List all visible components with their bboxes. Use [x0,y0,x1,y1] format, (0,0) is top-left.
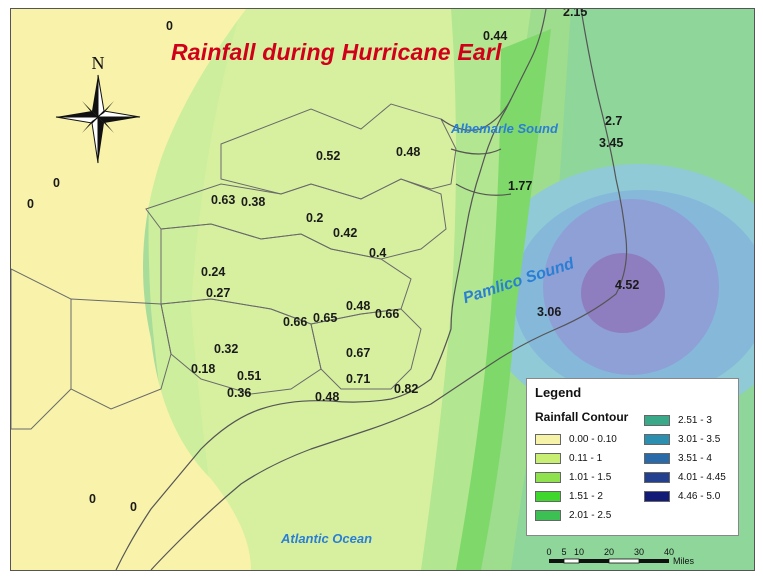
legend-swatch [535,471,561,483]
water-label-atlantic-ocean: Atlantic Ocean [281,531,373,546]
legend-label: 2.01 - 2.5 [569,509,612,521]
scale-tick-label: 0 [546,547,552,557]
legend-label: 1.01 - 1.5 [569,471,612,483]
rainfall-value: 0.48 [396,145,421,159]
scale-tick-label: 10 [573,547,585,557]
legend-label: 3.51 - 4 [678,452,712,464]
legend-item: 3.51 - 4 [644,451,712,465]
rainfall-value: 0 [53,176,60,190]
rainfall-value: 4.52 [615,278,640,292]
scale-tick-label: 40 [663,547,675,557]
legend-label: 2.51 - 3 [678,414,712,426]
legend-title: Legend [535,385,582,400]
rainfall-value: 0.63 [211,193,236,207]
rainfall-value: 0.42 [333,226,358,240]
rainfall-value: 0.18 [191,362,216,376]
rainfall-value: 0.67 [346,346,371,360]
rainfall-value: 0.44 [483,29,508,43]
rainfall-value: 3.06 [537,305,562,319]
rainfall-value: 0 [89,492,96,506]
scale-tick-label: 20 [603,547,615,557]
compass-rose-icon [55,74,141,164]
rainfall-value: 0.48 [346,299,371,313]
rainfall-value: 0.52 [316,149,341,163]
legend-label: 4.46 - 5.0 [678,490,721,502]
map-title: Rainfall during Hurricane Earl [171,39,502,65]
legend-item: 0.00 - 0.10 [535,432,617,446]
rainfall-value: 3.45 [599,136,624,150]
legend-label: 4.01 - 4.45 [678,471,726,483]
legend-item: 4.46 - 5.0 [644,489,720,503]
legend-label: 0.11 - 1 [569,452,603,464]
legend-swatch [535,433,561,445]
legend-panel: Legend Rainfall Contour 0.00 - 0.10 0.11… [526,378,739,536]
legend-swatch [644,452,670,464]
legend-swatch [535,490,561,502]
scale-bar-graphic [549,558,669,564]
rainfall-value: 2.15 [563,8,588,19]
legend-item: 0.11 - 1 [535,451,602,465]
compass-north-letter: N [91,53,105,73]
rainfall-value: 0.24 [201,265,226,279]
legend-label: 0.00 - 0.10 [569,433,617,445]
north-arrow: N [51,51,151,176]
legend-label: 1.51 - 2 [569,490,603,502]
rainfall-value: 0.66 [375,307,400,321]
rainfall-value: 0.65 [313,311,338,325]
map-frame: Rainfall during Hurricane Earl N Albemar… [10,8,755,571]
legend-swatch [644,490,670,502]
scale-tick-label: 5 [561,547,567,557]
legend-subtitle: Rainfall Contour [535,410,629,424]
rainfall-value: 0.71 [346,372,371,386]
legend-swatch [535,509,561,521]
rainfall-value: 0 [27,197,34,211]
rainfall-value: 0.4 [369,246,387,260]
rainfall-value: 0.36 [227,386,252,400]
rainfall-value: 0.27 [206,286,231,300]
rainfall-value: 0 [166,19,173,33]
rainfall-value: 1.77 [508,179,533,193]
rainfall-value: 0 [130,500,137,514]
legend-swatch [644,471,670,483]
legend-item: 1.51 - 2 [535,489,603,503]
rainfall-value: 0.51 [237,369,262,383]
legend-item: 3.01 - 3.5 [644,432,720,446]
legend-swatch [644,414,670,426]
scale-tick-label: 30 [633,547,645,557]
legend-item: 2.51 - 3 [644,413,712,427]
legend-label: 3.01 - 3.5 [678,433,721,445]
water-label-albemarle-sound: Albemarle Sound [451,121,558,136]
legend-item: 4.01 - 4.45 [644,470,726,484]
legend-swatch [535,452,561,464]
legend-item: 1.01 - 1.5 [535,470,611,484]
scale-unit-label: Miles [673,556,695,566]
rainfall-value: 0.38 [241,195,266,209]
rainfall-value: 0.66 [283,315,308,329]
rainfall-value: 0.32 [214,342,239,356]
scale-bar: 0 5 10 20 30 40 Miles [546,547,746,570]
rainfall-value: 0.48 [315,390,340,404]
rainfall-value: 0.2 [306,211,324,225]
legend-item: 2.01 - 2.5 [535,508,611,522]
rainfall-value: 2.7 [605,114,623,128]
rainfall-value: 0.82 [394,382,419,396]
legend-swatch [644,433,670,445]
